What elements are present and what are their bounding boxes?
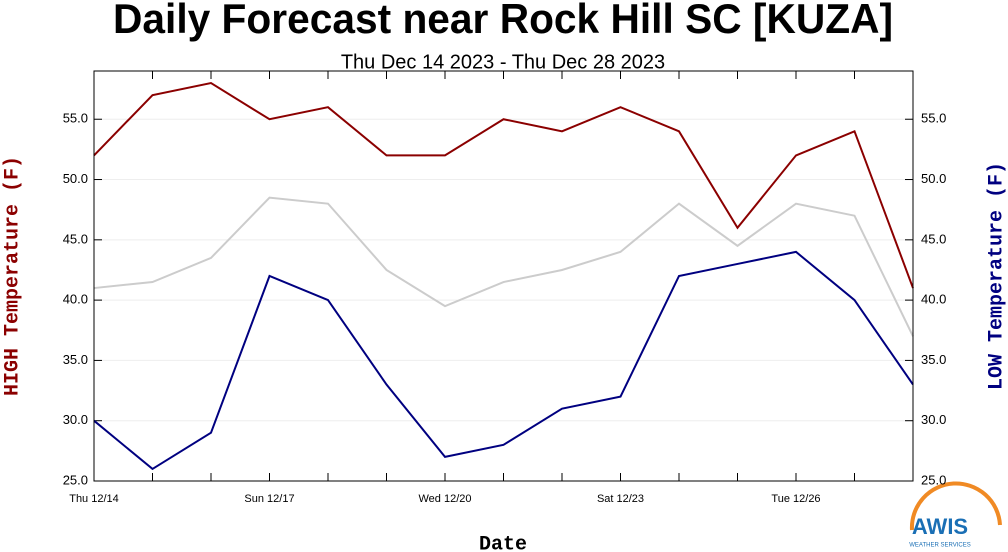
logo-arc: [909, 481, 1002, 531]
y-tick-label: 30.0: [63, 412, 88, 427]
series-line: [93, 196, 914, 337]
y-tick-label: 40.0: [63, 292, 88, 307]
series-line: [93, 81, 914, 289]
x-tick-label: Wed 12/20: [418, 493, 471, 505]
y-tick-label: 45.0: [63, 231, 88, 246]
logo: AWIS WEATHER SERVICES: [909, 481, 1002, 549]
series-line: [93, 250, 914, 471]
y-tick-label: 50.0: [63, 171, 88, 186]
chart-subtitle: Thu Dec 14 2023 - Thu Dec 28 2023: [341, 51, 665, 73]
x-tick-label: Sat 12/23: [597, 493, 644, 505]
y2-tick-label: 55.0: [921, 111, 946, 126]
x-tick-label: Sun 12/17: [244, 493, 294, 505]
y-axis-label: HIGH Temperature (F): [1, 156, 24, 396]
y2-axis-label: LOW Temperature (F): [985, 162, 1008, 390]
y2-tick-label: 45.0: [921, 231, 946, 246]
x-tick-label: Tue 12/26: [771, 493, 820, 505]
logo-name: AWIS: [912, 514, 968, 539]
x-axis-label: Date: [479, 533, 527, 552]
logo-tagline: WEATHER SERVICES: [909, 543, 970, 549]
chart-title: Daily Forecast near Rock Hill SC [KUZA]: [113, 0, 893, 42]
x-tick-label: Thu 12/14: [69, 493, 119, 505]
y-tick-label: 55.0: [63, 111, 88, 126]
plot-frame: [93, 70, 914, 482]
y2-tick-label: 25.0: [921, 472, 946, 487]
y2-tick-label: 50.0: [921, 171, 946, 186]
y-tick-label: 25.0: [63, 472, 88, 487]
y2-tick-label: 30.0: [921, 412, 946, 427]
y2-tick-label: 35.0: [921, 352, 946, 367]
y-tick-label: 35.0: [63, 352, 88, 367]
y2-tick-label: 40.0: [921, 292, 946, 307]
